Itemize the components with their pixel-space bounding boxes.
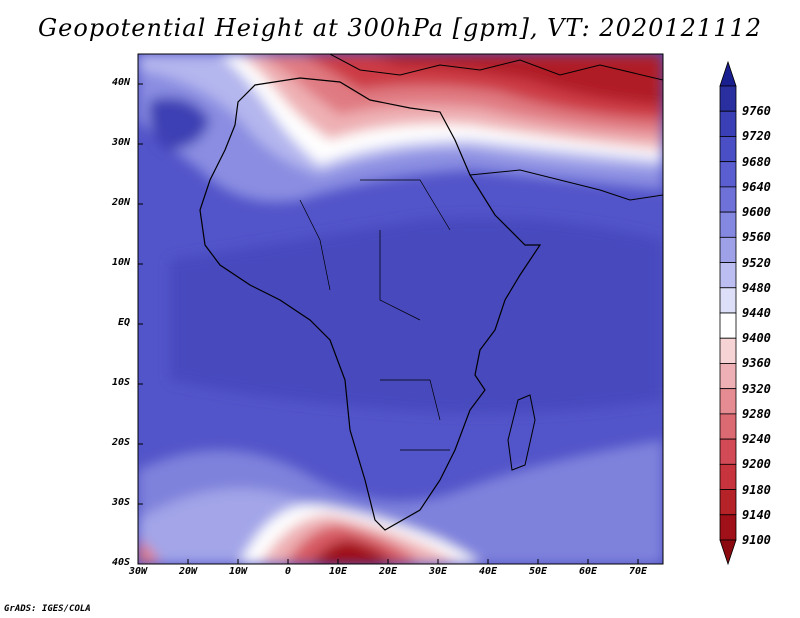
x-tick-label: 10E	[328, 566, 348, 577]
colorbar-swatch	[719, 211, 737, 238]
colorbar-swatch	[719, 186, 737, 213]
country-borders	[299, 179, 451, 451]
grads-credit: GrADS: IGES/COLA	[4, 604, 91, 614]
madagascar-outline	[507, 394, 536, 471]
x-tick-label: 30E	[428, 566, 448, 577]
colorbar-label: 9180	[742, 482, 771, 497]
arabia-coastline	[469, 169, 663, 201]
map-title: Geopotential Height at 300hPa [gpm], VT:…	[38, 14, 762, 42]
x-tick-label: 50E	[528, 566, 548, 577]
y-tick-label: 30S	[111, 497, 130, 508]
colorbar-label: 9720	[742, 129, 771, 144]
colorbar-swatch	[719, 236, 737, 263]
x-tick-label: 20W	[178, 566, 198, 577]
y-tick-label: 10N	[111, 257, 130, 268]
colorbar-top-arrow	[719, 60, 737, 87]
y-tick-label: EQ	[117, 317, 130, 328]
colorbar-label: 9480	[742, 280, 771, 295]
colorbar-label: 9760	[742, 104, 771, 119]
x-tick-label: 10W	[228, 566, 248, 577]
x-tick-label: 70E	[628, 566, 648, 577]
africa-coastline	[199, 77, 542, 531]
y-tick-label: 30N	[111, 137, 130, 148]
colorbar-swatch	[719, 438, 737, 465]
colorbar-label: 9440	[742, 306, 771, 320]
y-tick-label: 10S	[111, 377, 130, 388]
colorbar-label: 9360	[742, 356, 771, 371]
colorbar-label: 9200	[742, 457, 771, 472]
colorbar-label: 9680	[742, 154, 771, 169]
axis-tickmarks	[137, 83, 639, 565]
colorbar-label: 9320	[742, 381, 771, 396]
plot-frame	[137, 53, 664, 565]
colorbar-swatch	[719, 337, 737, 364]
colorbar-swatch	[719, 413, 737, 440]
colorbar-swatch	[719, 262, 737, 289]
colorbar-swatch	[719, 287, 737, 314]
colorbar-label: 9520	[742, 255, 771, 270]
colorbar-label: 9600	[742, 205, 771, 220]
colorbar-label: 9100	[742, 533, 771, 547]
colorbar-swatch	[719, 136, 737, 163]
colorbar-swatch	[719, 161, 737, 188]
y-tick-label: 40S	[111, 557, 130, 568]
colorbar-swatch	[719, 85, 737, 112]
colorbar-swatch	[719, 463, 737, 490]
x-tick-label: 0	[284, 566, 292, 577]
y-tick-label: 20S	[111, 437, 130, 448]
colorbar-swatch	[719, 312, 737, 339]
y-tick-label: 40N	[111, 77, 130, 88]
height-field	[138, 54, 663, 564]
colorbar-label: 9280	[742, 406, 771, 421]
colorbar-swatch	[719, 489, 737, 516]
colorbar-swatch	[719, 514, 737, 541]
x-tick-label: 40E	[478, 566, 498, 577]
y-tick-label: 20N	[111, 197, 130, 208]
x-tick-label: 20E	[378, 566, 398, 577]
colorbar-label: 9560	[742, 230, 771, 245]
colorbar-swatch	[719, 363, 737, 390]
x-tick-label: 30W	[128, 566, 148, 577]
x-tick-label: 60E	[578, 566, 598, 577]
colorbar-swatch	[719, 388, 737, 415]
colorbar-label: 9140	[742, 507, 771, 522]
colorbar-swatch	[719, 110, 737, 137]
colorbar-label: 9640	[742, 179, 771, 194]
colorbar	[719, 60, 737, 566]
europe-coastline	[329, 54, 663, 81]
colorbar-bottom-arrow	[719, 539, 737, 566]
colorbar-label: 9400	[742, 331, 771, 346]
colorbar-label: 9240	[742, 432, 771, 447]
